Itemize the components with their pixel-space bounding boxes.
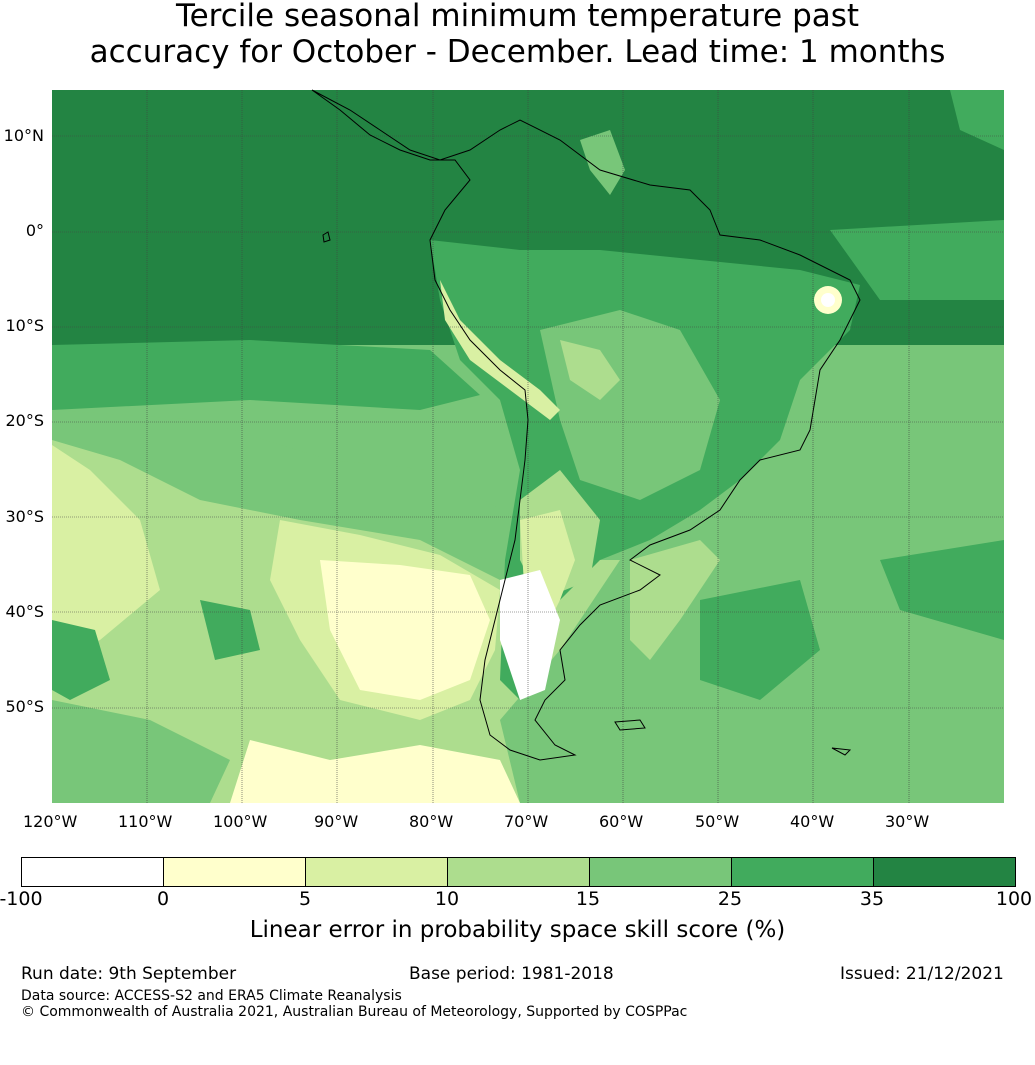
lon-label-100w: 100°W bbox=[213, 812, 268, 831]
colorbar-tick: 100 bbox=[995, 888, 1033, 910]
map-title-line-2: accuracy for October - December. Lead ti… bbox=[89, 34, 946, 70]
colorbar-label: Linear error in probability space skill … bbox=[249, 917, 786, 943]
colorbar-tick: 35 bbox=[859, 888, 885, 910]
lon-label-70w: 70°W bbox=[504, 812, 549, 831]
copyright: © Commonwealth of Australia 2021, Austra… bbox=[21, 1004, 688, 1020]
lat-label-50s: 50°S bbox=[5, 697, 44, 716]
lon-label-50w: 50°W bbox=[695, 812, 740, 831]
lon-label-30w: 30°W bbox=[885, 812, 930, 831]
colorbar-tick: 0 bbox=[156, 888, 170, 910]
colorbar-tick: 5 bbox=[298, 888, 312, 910]
base-period: Base period: 1981-2018 bbox=[409, 964, 614, 984]
lat-label-10s: 10°S bbox=[5, 316, 44, 335]
colorbar-tick: -100 bbox=[0, 888, 43, 910]
colorbar-tick: 25 bbox=[717, 888, 743, 910]
map-title-line-1: Tercile seasonal minimum temperature pas… bbox=[175, 0, 860, 34]
colorbar-segment bbox=[873, 858, 1015, 886]
lat-label-20s: 20°S bbox=[5, 411, 44, 430]
colorbar-segment bbox=[589, 858, 731, 886]
lon-label-120w: 120°W bbox=[23, 812, 78, 831]
run-date: Run date: 9th September bbox=[21, 964, 237, 984]
lat-label-0: 0° bbox=[25, 221, 44, 240]
colorbar-tick: 10 bbox=[434, 888, 460, 910]
south-america-coastline bbox=[311, 89, 861, 761]
colorbar-segment bbox=[447, 858, 589, 886]
colorbar-tick: 15 bbox=[575, 888, 601, 910]
lon-label-80w: 80°W bbox=[409, 812, 454, 831]
colorbar-segment bbox=[163, 858, 305, 886]
lon-label-90w: 90°W bbox=[314, 812, 359, 831]
colorbar-segment bbox=[305, 858, 447, 886]
issued-date: Issued: 21/12/2021 bbox=[840, 964, 1004, 984]
lat-label-10n: 10°N bbox=[3, 126, 44, 145]
lat-label-40s: 40°S bbox=[5, 602, 44, 621]
lon-label-40w: 40°W bbox=[790, 812, 835, 831]
colorbar bbox=[21, 857, 1016, 887]
lon-label-60w: 60°W bbox=[599, 812, 644, 831]
colorbar-segment bbox=[22, 858, 163, 886]
lon-label-110w: 110°W bbox=[118, 812, 173, 831]
lat-label-30s: 30°S bbox=[5, 507, 44, 526]
data-source: Data source: ACCESS-S2 and ERA5 Climate … bbox=[21, 988, 402, 1004]
colorbar-segment bbox=[731, 858, 873, 886]
